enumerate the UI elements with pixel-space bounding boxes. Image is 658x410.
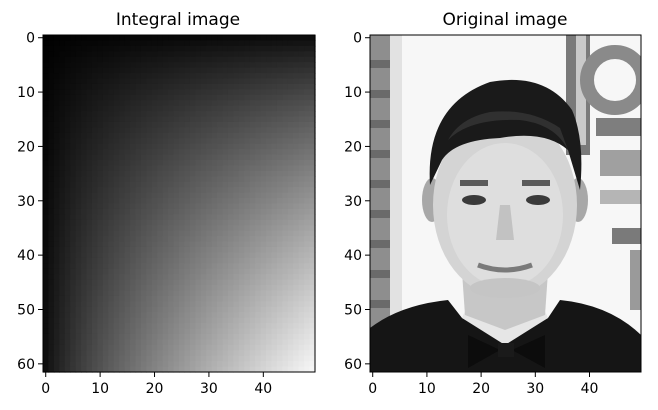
original-image-heatmap <box>370 35 641 372</box>
integral-image-y-tick-label: 60 <box>17 357 35 373</box>
original-image-x-axis: 0 10 20 30 40 <box>368 372 598 397</box>
integral-image-frame <box>42 34 316 373</box>
original-image-y-axis: 0 10 20 30 40 50 60 <box>344 31 370 373</box>
original-image-x-tick-label: 10 <box>418 381 436 397</box>
integral-image-y-tick-label: 40 <box>17 248 35 264</box>
integral-image-y-tick-label: 50 <box>17 302 35 318</box>
integral-image-x-tick-label: 30 <box>200 381 218 397</box>
original-image-title: Original image <box>443 10 568 30</box>
integral-image-panel: Integral image 0 10 20 30 40 50 60 0 10 20 30 40 <box>17 10 316 397</box>
integral-image-y-tick-label: 30 <box>17 194 35 210</box>
original-image-panel: Original image <box>344 10 642 397</box>
integral-image-x-tick-label: 20 <box>146 381 164 397</box>
integral-image-x-tick-label: 10 <box>91 381 109 397</box>
integral-image-y-axis: 0 10 20 30 40 50 60 <box>17 31 43 373</box>
original-image-y-tick-label: 0 <box>353 31 362 47</box>
integral-image-x-tick-label: 40 <box>254 381 272 397</box>
original-image-x-tick-label: 0 <box>368 381 377 397</box>
original-image-y-tick-label: 60 <box>344 357 362 373</box>
integral-image-x-axis: 0 10 20 30 40 <box>41 372 272 397</box>
original-image-x-tick-label: 30 <box>526 381 544 397</box>
integral-image-heatmap <box>43 35 316 373</box>
integral-image-y-tick-label: 0 <box>26 31 35 47</box>
original-image-x-tick-label: 20 <box>472 381 490 397</box>
integral-image-title: Integral image <box>116 10 240 30</box>
integral-image-y-tick-label: 10 <box>17 85 35 101</box>
original-image-y-tick-label: 20 <box>344 139 362 155</box>
original-image-y-tick-label: 50 <box>344 302 362 318</box>
integral-image-y-tick-label: 20 <box>17 139 35 155</box>
original-image-x-tick-label: 40 <box>581 381 599 397</box>
original-image-y-tick-label: 40 <box>344 248 362 264</box>
integral-image-x-tick-label: 0 <box>41 381 50 397</box>
original-image-y-tick-label: 10 <box>344 85 362 101</box>
original-image-frame <box>369 34 642 373</box>
original-image-y-tick-label: 30 <box>344 194 362 210</box>
